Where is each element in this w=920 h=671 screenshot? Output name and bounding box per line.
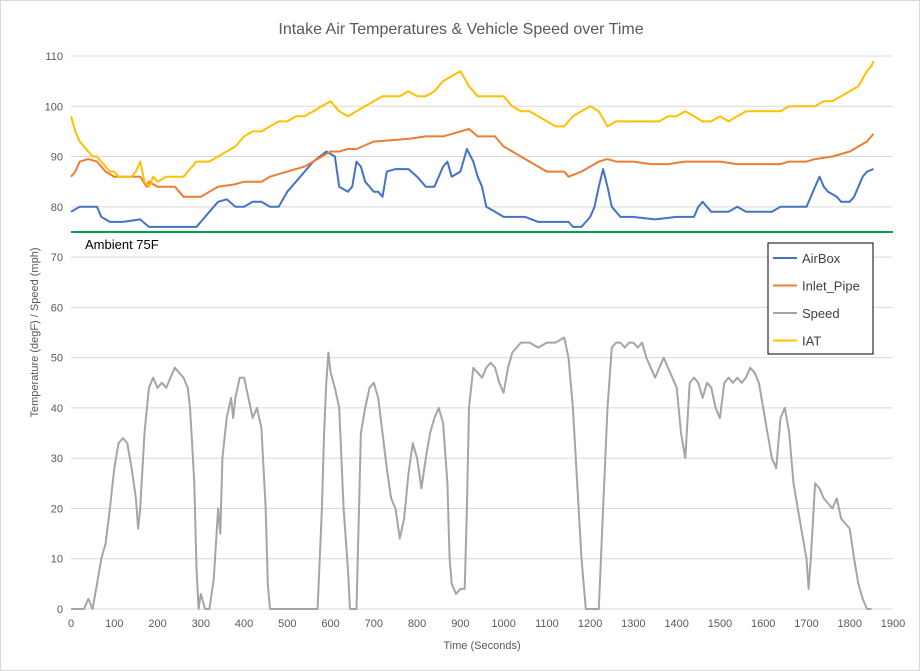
y-tick-label: 10 <box>51 554 63 566</box>
chart-title: Intake Air Temperatures & Vehicle Speed … <box>278 21 643 38</box>
y-tick-label: 80 <box>51 202 63 214</box>
x-tick-label: 500 <box>278 618 296 630</box>
legend-label-iat: IAT <box>802 334 821 349</box>
x-tick-label: 400 <box>235 618 253 630</box>
y-tick-label: 100 <box>45 101 63 113</box>
legend-label-inlet-pipe: Inlet_Pipe <box>802 279 860 294</box>
ambient-label: Ambient 75F <box>85 237 159 252</box>
y-tick-label: 50 <box>51 353 63 365</box>
series-line-speed <box>71 336 872 610</box>
x-tick-label: 0 <box>68 618 74 630</box>
x-tick-label: 700 <box>365 618 383 630</box>
y-tick-labels: 0 10 20 30 40 50 60 70 80 90 100 110 <box>45 51 63 616</box>
x-tick-label: 1900 <box>881 618 905 630</box>
legend-box <box>767 242 874 355</box>
legend-label-airbox: AirBox <box>802 251 841 266</box>
grid <box>71 55 893 610</box>
x-tick-labels: 0 100 200 300 400 500 600 700 800 900 1000 1100 1200… <box>68 618 905 630</box>
x-tick-label: 600 <box>321 618 339 630</box>
x-tick-label: 1500 <box>708 618 732 630</box>
y-tick-label: 60 <box>51 302 63 314</box>
y-tick-label: 40 <box>51 403 63 415</box>
y-axis-label: Temperature (degF) / Speed (mph) <box>29 248 41 418</box>
x-tick-label: 800 <box>408 618 426 630</box>
y-tick-label: 70 <box>51 252 63 264</box>
series-line-iat <box>70 60 875 188</box>
x-tick-label: 1000 <box>491 618 515 630</box>
y-tick-label: 30 <box>51 453 63 465</box>
x-tick-label: 1800 <box>837 618 861 630</box>
x-tick-label: 1700 <box>794 618 818 630</box>
x-tick-label: 200 <box>148 618 166 630</box>
x-tick-label: 1600 <box>751 618 775 630</box>
series-line-airbox <box>70 148 874 228</box>
x-tick-label: 1400 <box>664 618 688 630</box>
y-tick-label: 90 <box>51 152 63 164</box>
y-tick-label: 20 <box>51 503 63 515</box>
x-tick-label: 1300 <box>621 618 645 630</box>
legend-label-speed: Speed <box>802 306 840 321</box>
y-tick-label: 0 <box>57 604 63 616</box>
ambient-annotation: Ambient 75F <box>71 230 893 252</box>
series-line-inlet-pipe <box>70 127 875 198</box>
y-tick-label: 110 <box>45 51 63 63</box>
series-group <box>70 60 875 610</box>
legend: AirBox Inlet_Pipe Speed IAT <box>767 242 874 355</box>
x-tick-label: 900 <box>451 618 469 630</box>
x-tick-label: 300 <box>192 618 210 630</box>
x-axis-label: Time (Seconds) <box>443 640 520 652</box>
x-tick-label: 100 <box>105 618 123 630</box>
x-tick-label: 1200 <box>578 618 602 630</box>
x-tick-label: 1100 <box>535 618 559 630</box>
